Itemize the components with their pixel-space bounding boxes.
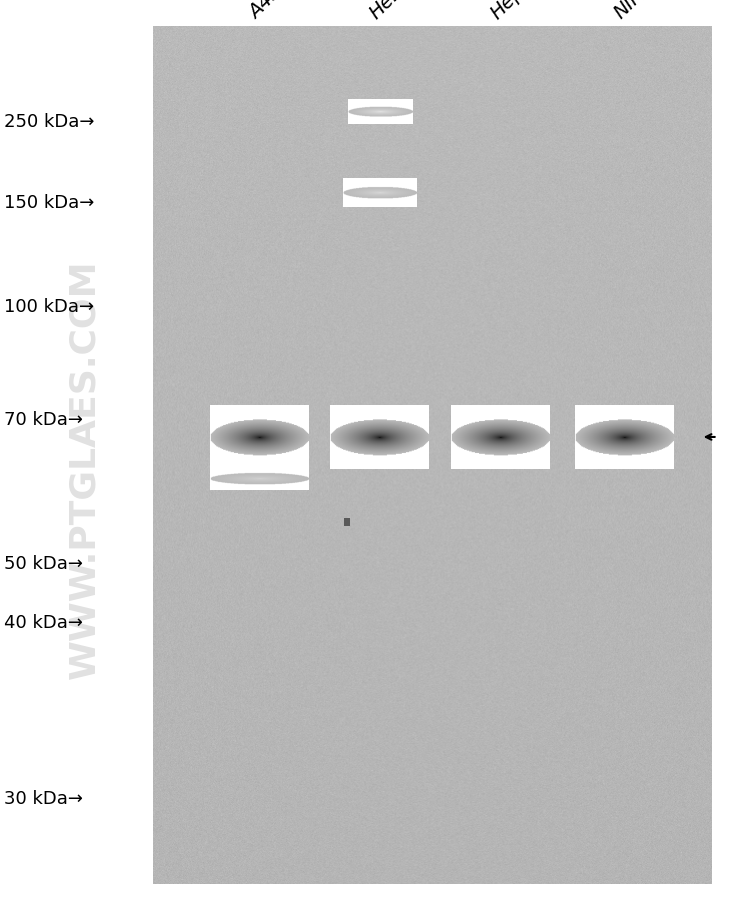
Text: 100 kDa→: 100 kDa→ [4, 298, 93, 316]
Text: 50 kDa→: 50 kDa→ [4, 555, 82, 573]
Text: NIH/3T3: NIH/3T3 [611, 0, 680, 23]
Text: HepG2: HepG2 [487, 0, 547, 23]
Text: WWW.PTGLAES.COM: WWW.PTGLAES.COM [67, 260, 101, 678]
Text: 30 kDa→: 30 kDa→ [4, 789, 82, 807]
Text: 40 kDa→: 40 kDa→ [4, 613, 82, 631]
Text: A431: A431 [246, 0, 295, 23]
Text: HeLa: HeLa [366, 0, 415, 23]
Text: 250 kDa→: 250 kDa→ [4, 113, 94, 131]
Text: 70 kDa→: 70 kDa→ [4, 410, 82, 428]
Text: 150 kDa→: 150 kDa→ [4, 194, 94, 212]
